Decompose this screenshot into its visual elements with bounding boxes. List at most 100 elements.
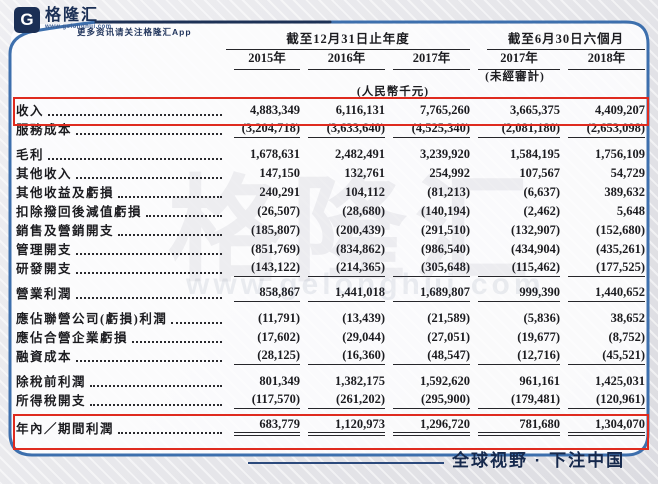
value-cell: (16,360) — [300, 347, 385, 366]
value-cell: (177,525) — [560, 259, 645, 278]
logo-letter: G — [20, 10, 34, 29]
value-cell: 240,291 — [259, 185, 300, 199]
row-label: 銷售及營銷開支 — [16, 224, 115, 238]
row-label: 其他收入 — [16, 167, 73, 181]
value-cell: (986,540) — [421, 242, 470, 256]
year-column-header: 2017年 — [385, 44, 470, 70]
value-cell: (28,125) — [226, 347, 300, 366]
row-label-cell: 其他收益及虧損 — [16, 183, 226, 202]
dot-leader — [90, 385, 222, 387]
highlight-box-revenue — [13, 97, 649, 126]
value-cell: 999,390 — [470, 284, 560, 303]
value-cell: (132,907) — [511, 223, 560, 237]
value-cell: (834,862) — [336, 242, 385, 256]
value-cell: (17,602) — [257, 330, 300, 344]
row-label-cell: 所得稅開支 — [16, 391, 226, 410]
brand-tagline: 更多资讯请关注格隆汇App — [77, 27, 192, 37]
value-cell: (305,648) — [385, 259, 470, 278]
value-cell: (200,439) — [336, 223, 385, 237]
dot-leader — [76, 360, 222, 362]
year-column-header: 2018年 — [560, 44, 645, 70]
table-row: 銷售及營銷開支 (185,807) (200,439) (291,510) (132,… — [16, 221, 646, 240]
table-body: 收入 4,883,349 6,116,131 7,765,260 3,665,375 4… — [16, 101, 646, 438]
table-row: 應佔合營企業虧損 (17,602) (29,044) (27,051) (19,677… — [16, 328, 646, 347]
dot-leader — [76, 177, 222, 179]
value-cell: (45,521) — [560, 347, 645, 366]
highlight-box-profit — [13, 414, 649, 450]
value-cell: 1,756,109 — [595, 147, 645, 161]
value-cell: 107,567 — [519, 166, 560, 180]
dot-leader — [76, 133, 222, 135]
value-cell: 5,648 — [616, 204, 645, 218]
gelonghui-logo-icon: G — [14, 7, 40, 33]
value-cell: (29,044) — [342, 330, 385, 344]
financial-table: 截至12月31日止年度 截至6月30日六個月 2015年 2016年 2017年 20… — [16, 28, 646, 438]
value-cell: 254,992 — [429, 166, 470, 180]
value-cell: (5,836) — [523, 311, 560, 325]
value-cell: 3,239,920 — [420, 147, 470, 161]
value-cell: (11,791) — [257, 311, 300, 325]
brand-name: 格隆汇 — [45, 7, 100, 24]
column-group-annual: 截至12月31日止年度 — [226, 28, 470, 50]
row-label-cell: 毛利 — [16, 145, 226, 164]
value-cell: (295,900) — [385, 391, 470, 410]
unaudited-note-row: (未經審計) — [16, 68, 646, 83]
value-cell: (2,462) — [523, 204, 560, 218]
value-cell: (117,570) — [226, 391, 300, 410]
row-label: 毛利 — [16, 148, 45, 162]
year-column-header: 2016年 — [300, 44, 385, 70]
unaudited-note: (未經審計) — [485, 71, 545, 83]
value-cell: 2,482,491 — [335, 147, 385, 161]
row-label: 應佔聯營公司(虧損)利潤 — [16, 312, 168, 326]
row-label-cell: 扣除撥回後減值虧損 — [16, 202, 226, 221]
row-label-cell: 融資成本 — [16, 347, 226, 366]
value-cell: (185,807) — [251, 223, 300, 237]
row-label: 管理開支 — [16, 243, 73, 257]
value-cell: (851,769) — [251, 242, 300, 256]
row-label: 除稅前利潤 — [16, 375, 87, 389]
value-cell: 54,729 — [610, 166, 645, 180]
value-cell: (12,716) — [470, 347, 560, 366]
row-label-cell: 管理開支 — [16, 240, 226, 259]
value-cell: (261,202) — [300, 391, 385, 410]
row-label: 扣除撥回後減值虧損 — [16, 205, 143, 219]
table-row: 其他收益及虧損 240,291 104,112 (81,213) (6,637) 389… — [16, 183, 646, 202]
row-label-cell: 除稅前利潤 — [16, 372, 226, 391]
dot-leader — [132, 341, 222, 343]
dot-leader — [76, 253, 222, 255]
row-label-cell: 應佔聯營公司(虧損)利潤 — [16, 309, 226, 328]
column-group-interim: 截至6月30日六個月 — [487, 28, 645, 50]
value-cell: (120,961) — [560, 391, 645, 410]
table-row: 營業利潤 858,867 1,441,018 1,689,807 999,390 1,4… — [16, 284, 646, 303]
table-row: 除稅前利潤 801,349 1,382,175 1,592,620 961,161 1,… — [16, 372, 646, 391]
row-label-cell: 銷售及營銷開支 — [16, 221, 226, 240]
footer-divider-line — [248, 462, 444, 464]
row-label-cell: 研發開支 — [16, 259, 226, 278]
table-row: 其他收入 147,150 132,761 254,992 107,567 54,729 — [16, 164, 646, 183]
dot-leader — [146, 215, 222, 217]
dot-leader — [118, 234, 222, 236]
value-cell: 858,867 — [226, 284, 300, 303]
value-cell: (48,547) — [385, 347, 470, 366]
value-cell: (143,122) — [226, 259, 300, 278]
dot-leader — [48, 158, 222, 160]
dot-leader — [76, 272, 222, 274]
table-row: 扣除撥回後減值虧損 (26,507) (28,680) (140,194) (2,46… — [16, 202, 646, 221]
dot-leader — [171, 322, 222, 324]
table-row: 所得稅開支 (117,570) (261,202) (295,900) (179,48… — [16, 391, 646, 410]
row-label: 營業利潤 — [16, 287, 73, 301]
value-cell: 1,592,620 — [420, 374, 470, 388]
value-cell: (19,677) — [517, 330, 560, 344]
value-cell: (140,194) — [421, 204, 470, 218]
dot-leader — [90, 404, 222, 406]
table-row: 管理開支 (851,769) (834,862) (986,540) (434,904… — [16, 240, 646, 259]
value-cell: (21,589) — [427, 311, 470, 325]
row-label: 融資成本 — [16, 350, 73, 364]
value-cell: (434,904) — [511, 242, 560, 256]
table-row: 融資成本 (28,125) (16,360) (48,547) (12,716) (45… — [16, 347, 646, 366]
table-row: 毛利 1,678,631 2,482,491 3,239,920 1,584,195 1… — [16, 145, 646, 164]
footer-slogan: 全球视野 · 下注中国 — [452, 451, 626, 470]
value-cell: 1,678,631 — [250, 147, 300, 161]
value-cell: 801,349 — [259, 374, 300, 388]
value-cell: (291,510) — [421, 223, 470, 237]
